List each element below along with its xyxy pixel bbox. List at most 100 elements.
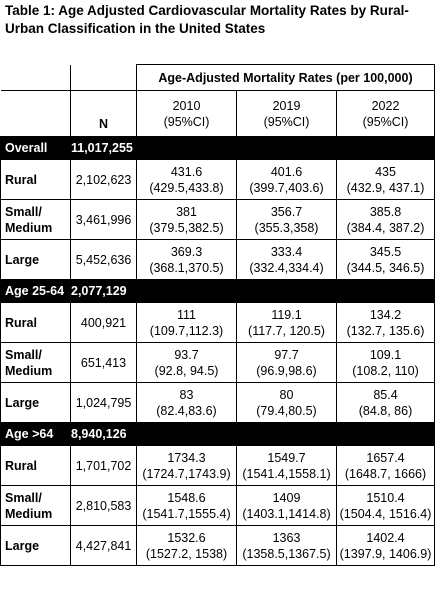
rate-ci: (79.4,80.5) (256, 403, 317, 418)
rate-cell: 85.4 (84.8, 86) (335, 382, 436, 423)
header-blank-cell (70, 64, 137, 91)
rate-ci: (1541.7,1555.4) (142, 506, 231, 521)
row-n: 2,102,623 (70, 159, 137, 200)
rate-ci: (96.9,98.6) (256, 363, 317, 378)
rate-cell: 435 (432.9, 437.1) (335, 159, 436, 200)
year-label: 2019 (272, 98, 301, 113)
mortality-table: Age-Adjusted Mortality Rates (per 100,00… (0, 64, 436, 566)
row-label: Rural (0, 302, 71, 343)
header-blank-cell (0, 64, 71, 91)
row-label: Small/ Medium (0, 199, 71, 240)
group-fill (135, 279, 436, 303)
rate-ci: (1397.9, 1406.9) (339, 546, 432, 561)
n-column-header: N (70, 90, 137, 137)
rate-value: 85.4 (373, 387, 398, 402)
row-label: Rural (0, 445, 71, 486)
group-header-row: Age >64 8,940,126 (0, 422, 436, 446)
rate-cell: 1532.6 (1527.2, 1538) (136, 525, 237, 566)
rate-ci: (332.4,334.4) (249, 260, 324, 275)
table-title: Table 1: Age Adjusted Cardiovascular Mor… (5, 3, 409, 36)
rate-value: 109.1 (369, 347, 402, 362)
rates-span-header: Age-Adjusted Mortality Rates (per 100,00… (135, 64, 436, 91)
row-label: Rural (0, 159, 71, 200)
group-label: Age 25-64 (0, 279, 71, 303)
rate-ci: (82.4,83.6) (156, 403, 217, 418)
rate-cell: 119.1 (117.7, 120.5) (236, 302, 337, 343)
rate-cell: 109.1 (108.2, 110) (335, 342, 436, 383)
rate-cell: 1549.7 (1541.4,1558.1) (236, 445, 337, 486)
year-header-2010: 2010 (95%CI) (136, 90, 237, 137)
rate-value: 401.6 (270, 164, 303, 179)
group-label: Overall (0, 136, 71, 160)
rate-ci: (1504.4, 1516.4) (339, 506, 432, 521)
rate-value: 111 (176, 307, 196, 322)
rate-cell: 381 (379.5,382.5) (136, 199, 237, 240)
table-row: Rural 2,102,623 431.6 (429.5,433.8) 401.6 (39… (0, 159, 436, 200)
rate-ci: (1527.2, 1538) (145, 546, 228, 561)
rate-value: 134.2 (369, 307, 402, 322)
rate-cell: 401.6 (399.7,403.6) (236, 159, 337, 200)
rate-cell: 1510.4 (1504.4, 1516.4) (335, 485, 436, 526)
year-label: 2022 (371, 98, 400, 113)
rate-cell: 1402.4 (1397.9, 1406.9) (335, 525, 436, 566)
row-label: Small/ Medium (0, 485, 71, 526)
group-fill (135, 136, 436, 160)
rate-cell: 1657.4 (1648.7, 1666) (335, 445, 436, 486)
rate-value: 97.7 (274, 347, 299, 362)
rate-cell: 83 (82.4,83.6) (136, 382, 237, 423)
row-label: Small/ Medium (0, 342, 71, 383)
rate-ci: (379.5,382.5) (149, 220, 224, 235)
group-n: 11,017,255 (70, 136, 137, 160)
rate-cell: 369.3 (368.1,370.5) (136, 239, 237, 280)
rate-ci: (84.8, 86) (358, 403, 413, 418)
rate-ci: (132.7, 135.6) (346, 323, 425, 338)
year-header-2019: 2019 (95%CI) (236, 90, 337, 137)
rate-cell: 134.2 (132.7, 135.6) (335, 302, 436, 343)
row-n: 2,810,583 (70, 485, 137, 526)
row-n: 651,413 (70, 342, 137, 383)
rate-value: 385.8 (369, 204, 402, 219)
table-row: Small/ Medium 651,413 93.7 (92.8, 94.5) 97.7… (0, 342, 436, 383)
rate-value: 1409 (272, 490, 301, 505)
rate-value: 1548.6 (167, 490, 206, 505)
row-n: 1,701,702 (70, 445, 137, 486)
header-blank-cell (0, 90, 71, 137)
group-fill (135, 422, 436, 446)
rate-value: 1363 (272, 530, 301, 545)
rate-value: 1510.4 (366, 490, 405, 505)
rate-cell: 385.8 (384.4, 387.2) (335, 199, 436, 240)
row-n: 5,452,636 (70, 239, 137, 280)
rate-cell: 333.4 (332.4,334.4) (236, 239, 337, 280)
rate-cell: 1409 (1403.1,1414.8) (236, 485, 337, 526)
rate-value: 119.1 (271, 307, 302, 322)
group-label: Age >64 (0, 422, 71, 446)
rate-ci: (117.7, 120.5) (248, 323, 325, 338)
rate-cell: 1548.6 (1541.7,1555.4) (136, 485, 237, 526)
rate-ci: (1358.5,1367.5) (242, 546, 331, 561)
row-n: 3,461,996 (70, 199, 137, 240)
rate-value: 345.5 (369, 244, 402, 259)
table-row: Large 4,427,841 1532.6 (1527.2, 1538) 1363 (1… (0, 525, 436, 566)
rate-value: 333.4 (270, 244, 303, 259)
rate-value: 431.6 (170, 164, 203, 179)
rate-value: 1734.3 (167, 450, 206, 465)
group-n: 2,077,129 (70, 279, 137, 303)
row-n: 4,427,841 (70, 525, 137, 566)
year-header-2022: 2022 (95%CI) (335, 90, 436, 137)
rate-value: 435 (375, 164, 396, 179)
rate-cell: 97.7 (96.9,98.6) (236, 342, 337, 383)
rate-ci: (1724.7,1743.9) (142, 466, 231, 481)
rate-value: 80 (279, 387, 294, 402)
rate-cell: 1363 (1358.5,1367.5) (236, 525, 337, 566)
row-n: 1,024,795 (70, 382, 137, 423)
rate-value: 369.3 (170, 244, 203, 259)
rate-ci: (355.3,358) (254, 220, 319, 235)
table-row: Large 5,452,636 369.3 (368.1,370.5) 333.4 (33… (0, 239, 436, 280)
rate-cell: 80 (79.4,80.5) (236, 382, 337, 423)
rate-ci: (384.4, 387.2) (346, 220, 425, 235)
rate-value: 83 (179, 387, 194, 402)
rate-ci: (429.5,433.8) (149, 180, 224, 195)
rate-cell: 93.7 (92.8, 94.5) (136, 342, 237, 383)
rate-ci: (344.5, 346.5) (346, 260, 425, 275)
rate-ci: (109.7,112.3) (149, 323, 224, 338)
